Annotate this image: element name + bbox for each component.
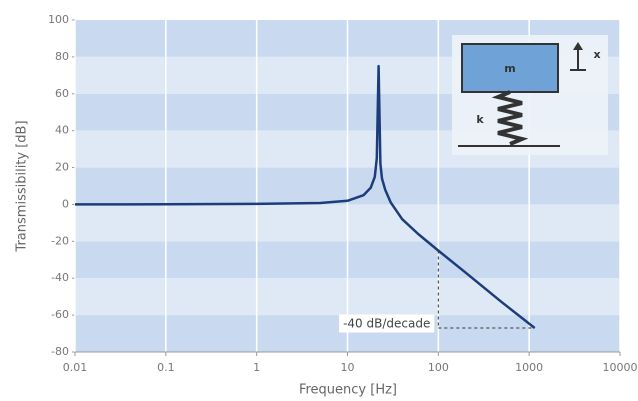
x-tick-label: 10000 xyxy=(603,361,638,374)
x-tick-label: 0.1 xyxy=(157,361,175,374)
y-tick-label: 0 xyxy=(62,197,69,210)
y-tick-label: -20 xyxy=(51,234,69,247)
y-axis-title: Transmissibility [dB] xyxy=(15,120,30,252)
x-tick-label: 0.01 xyxy=(63,361,88,374)
displacement-label: x xyxy=(593,48,600,61)
y-tick-label: 20 xyxy=(55,161,69,174)
spring-label: k xyxy=(476,113,484,126)
line-series xyxy=(74,64,536,329)
annotation-text: -40 dB/decade xyxy=(343,317,430,331)
x-tick-label: 1000 xyxy=(515,361,543,374)
y-tick-label: 60 xyxy=(55,87,69,100)
annotation-background xyxy=(339,314,435,333)
mass-label: m xyxy=(504,62,515,75)
y-tick-label: -60 xyxy=(51,308,69,321)
y-tick-label: 100 xyxy=(48,13,69,26)
x-tick-label: 100 xyxy=(428,361,449,374)
x-tick-label: 10 xyxy=(341,361,355,374)
inset-diagram: m k x xyxy=(452,35,608,155)
y-tick-label: -80 xyxy=(51,345,69,358)
y-tick-label: 40 xyxy=(55,124,69,137)
spring xyxy=(491,90,529,146)
x-tick-label: 1 xyxy=(253,361,260,374)
arrow-head xyxy=(573,42,583,50)
y-tick-label: -40 xyxy=(51,271,69,284)
y-tick-label: 80 xyxy=(55,50,69,63)
x-axis-title: Frequency [Hz] xyxy=(299,383,397,398)
